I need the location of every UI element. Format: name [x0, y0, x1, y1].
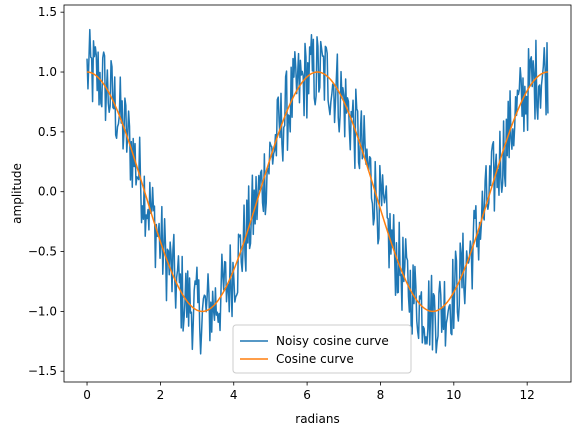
legend-label-cosine: Cosine curve: [276, 352, 354, 366]
x-tick-label: 8: [377, 388, 385, 402]
series-layer: [86, 28, 549, 355]
x-tick-label: 2: [157, 388, 165, 402]
y-tick-label: 0.5: [38, 125, 57, 139]
legend: Noisy cosine curve Cosine curve: [232, 324, 412, 374]
legend-box: [232, 324, 412, 374]
y-tick-label: 0.0: [38, 185, 57, 199]
y-tick-label: 1.5: [38, 5, 57, 19]
x-tick-label: 12: [520, 388, 535, 402]
plot-frame: [63, 4, 572, 383]
series-noisy-cosine-line: [86, 28, 549, 355]
series-cosine-line: [86, 71, 548, 313]
y-axis-ticks: −1.5 −1.0 −0.5 0.0 0.5 1.0 1.5: [28, 5, 64, 378]
x-tick-label: 0: [83, 388, 91, 402]
legend-label-noisy: Noisy cosine curve: [276, 334, 389, 348]
y-tick-label: 1.0: [38, 65, 57, 79]
y-tick-label: −0.5: [28, 245, 57, 259]
x-tick-label: 6: [303, 388, 311, 402]
x-axis-ticks: 0 2 4 6 8 10 12: [83, 382, 535, 402]
x-axis-label: radians: [295, 412, 339, 426]
y-axis-label: amplitude: [10, 163, 24, 224]
y-tick-label: −1.0: [28, 304, 57, 318]
plot-area: [63, 4, 572, 383]
x-tick-label: 4: [230, 388, 238, 402]
x-tick-label: 10: [446, 388, 461, 402]
y-tick-label: −1.5: [28, 364, 57, 378]
